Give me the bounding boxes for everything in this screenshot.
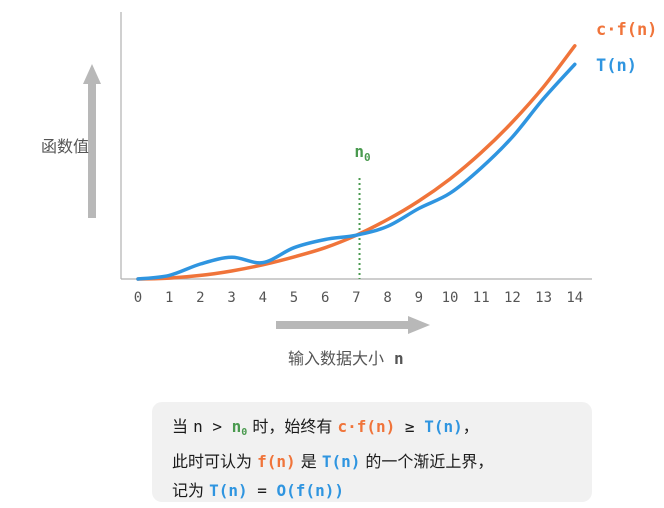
note-text: ，: [462, 417, 479, 436]
note-line-2: 此时可认为 f(n) 是 T(n) 的一个渐近上界，: [172, 447, 578, 476]
note-ge: ≥: [395, 417, 425, 436]
x-tick-label: 9: [415, 290, 423, 306]
x-axis-label: 输入数据大小 n: [288, 349, 404, 368]
x-tick-label: 4: [259, 290, 267, 306]
note-t: T(n): [209, 481, 248, 500]
x-tick-label: 8: [383, 290, 391, 306]
note-line-1: 当 n > n0 时，始终有 c·f(n) ≥ T(n)，: [172, 412, 578, 447]
note-text: 的一个渐近上界，: [360, 452, 494, 471]
series-t-line: [136, 62, 577, 281]
series-cf-label: c·f(n): [596, 20, 657, 40]
x-tick-label: 13: [535, 290, 552, 306]
x-tick-labels: 0 1 2 3 4 5 6 7 8 9 10 11 12 13 14: [134, 290, 583, 306]
note-big-o: O(f(n)): [276, 481, 344, 500]
series-cf-line: [136, 44, 577, 281]
note-gt: >: [202, 417, 232, 436]
y-arrow-icon: [83, 64, 101, 218]
note-var-n: n: [193, 417, 203, 436]
x-tick-label: 5: [290, 290, 298, 306]
note-eq: =: [247, 481, 277, 500]
note-text: 当: [172, 417, 194, 436]
series-t-label: T(n): [596, 56, 637, 76]
x-tick-label: 1: [165, 290, 173, 306]
x-arrow-icon: [276, 316, 430, 334]
x-axis-var: n: [394, 349, 404, 368]
n0-label-base: n: [354, 142, 364, 161]
n0-label-sub: 0: [364, 151, 371, 164]
x-tick-label: 2: [196, 290, 204, 306]
note-line-3: 记为 T(n) = O(f(n)): [172, 476, 578, 505]
explanation-note: 当 n > n0 时，始终有 c·f(n) ≥ T(n)， 此时可认为 f(n)…: [152, 402, 592, 502]
x-tick-label: 12: [504, 290, 521, 306]
x-tick-label: 3: [227, 290, 235, 306]
x-tick-label: 11: [473, 290, 490, 306]
n0-label: n0: [354, 142, 370, 164]
note-f: f(n): [257, 452, 296, 471]
x-tick-label: 10: [442, 290, 459, 306]
note-t: T(n): [424, 417, 463, 436]
x-tick-label: 6: [321, 290, 329, 306]
x-tick-label: 7: [352, 290, 360, 306]
note-text: 时，始终有: [247, 417, 338, 436]
note-cf: c·f(n): [337, 417, 396, 436]
note-n0: n0: [231, 417, 248, 438]
x-axis-label-text: 输入数据大小: [288, 349, 384, 368]
note-t: T(n): [321, 452, 361, 471]
x-tick-label: 14: [566, 290, 583, 306]
x-tick-label: 0: [134, 290, 142, 306]
note-text: 是: [295, 452, 322, 471]
y-axis-label: 函数值: [41, 137, 89, 156]
note-text: 此时可认为: [172, 452, 258, 471]
note-text: 记为: [172, 481, 210, 500]
